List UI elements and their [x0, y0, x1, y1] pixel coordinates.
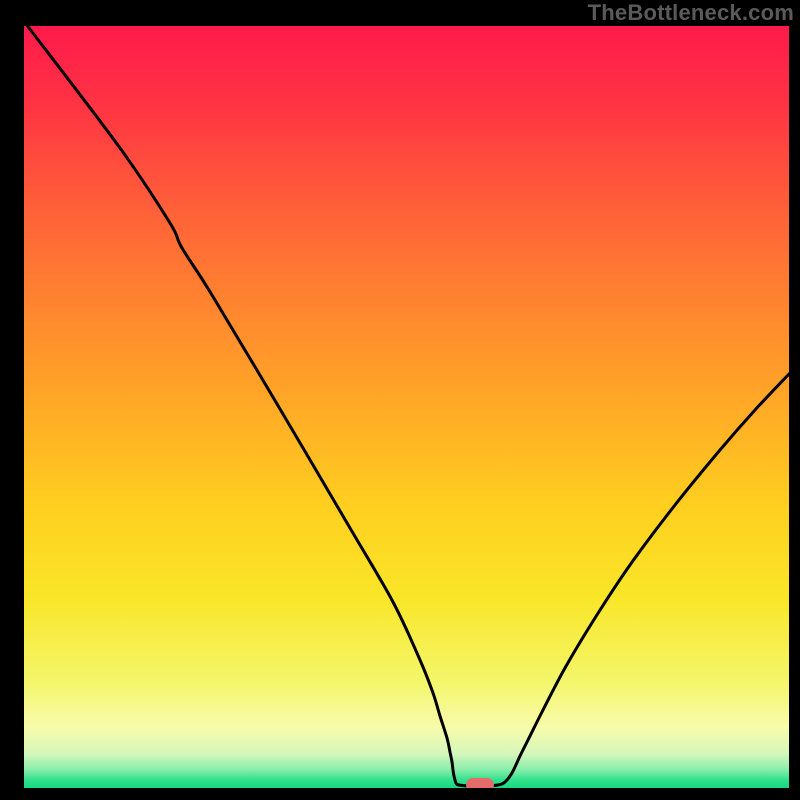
plot-area [24, 26, 789, 788]
chart-frame [0, 788, 800, 800]
bottleneck-curve [24, 26, 789, 788]
chart-frame [0, 0, 24, 800]
watermark-text: TheBottleneck.com [588, 0, 794, 26]
bottleneck-marker [466, 778, 494, 788]
chart-frame [789, 0, 800, 800]
